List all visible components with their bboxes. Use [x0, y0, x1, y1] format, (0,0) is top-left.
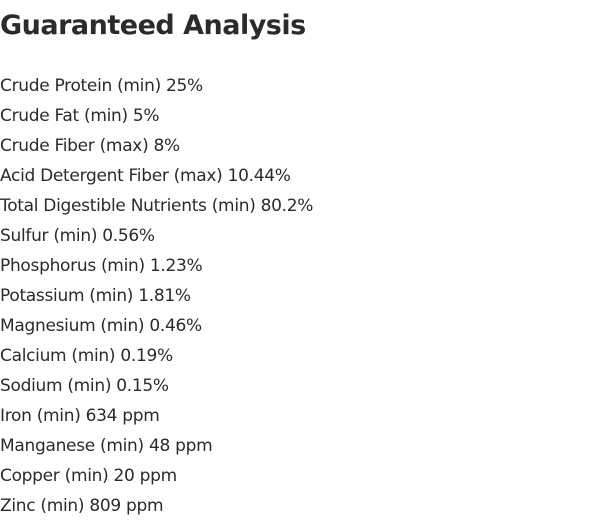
analysis-item: Total Digestible Nutrients (min) 80.2%: [0, 196, 314, 216]
analysis-item: Zinc (min) 809 ppm: [0, 496, 164, 516]
analysis-item: Iron (min) 634 ppm: [0, 406, 160, 426]
analysis-item: Sulfur (min) 0.56%: [0, 226, 155, 246]
analysis-item: Phosphorus (min) 1.23%: [0, 256, 203, 276]
analysis-item: Manganese (min) 48 ppm: [0, 436, 213, 456]
analysis-item: Magnesium (min) 0.46%: [0, 316, 202, 336]
analysis-item: Potassium (min) 1.81%: [0, 286, 191, 306]
title: Guaranteed Analysis: [0, 10, 306, 41]
analysis-list: Crude Protein (min) 25% Crude Fat (min) 5…: [0, 71, 313, 521]
analysis-item: Crude Fat (min) 5%: [0, 106, 160, 126]
analysis-item: Crude Protein (min) 25%: [0, 76, 203, 96]
analysis-item: Copper (min) 20 ppm: [0, 466, 177, 486]
analysis-item: Acid Detergent Fiber (max) 10.44%: [0, 166, 291, 186]
analysis-item: Crude Fiber (max) 8%: [0, 136, 180, 156]
analysis-item: Sodium (min) 0.15%: [0, 376, 169, 396]
analysis-item: Calcium (min) 0.19%: [0, 346, 173, 366]
